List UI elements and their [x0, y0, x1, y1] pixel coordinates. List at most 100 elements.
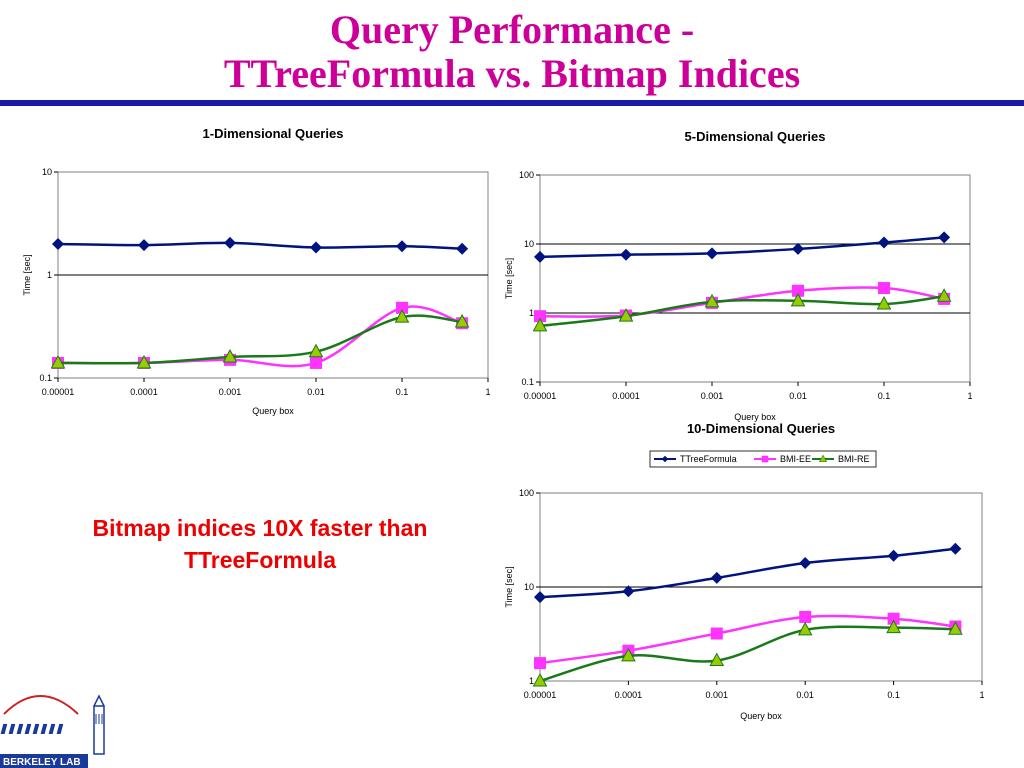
data-point [396, 301, 408, 314]
series-markers-bmi-ee [534, 610, 962, 670]
x-tick-label: 1 [967, 391, 972, 401]
series-markers-bmi-re [532, 288, 952, 332]
data-point [308, 343, 324, 358]
data-point [948, 621, 963, 635]
data-point [532, 317, 548, 332]
plot-area [539, 174, 971, 383]
x-axis-label: Query box [740, 711, 782, 721]
data-point [887, 612, 900, 625]
x-tick-label: 0.0001 [130, 387, 158, 397]
data-point [52, 237, 64, 250]
x-tick-label: 0.0001 [612, 391, 640, 401]
data-point [136, 354, 152, 369]
title-divider [0, 100, 1024, 106]
chart-10-dimensional: 10-Dimensional Queries 1 10 100 0.00001 0.000… [504, 421, 985, 721]
data-point [394, 309, 410, 323]
x-tick-label: 0.1 [878, 391, 891, 401]
logo-text: BERKELEY LAB [3, 757, 81, 768]
x-tick-label: 0.00001 [524, 690, 557, 700]
x-tick-label: 0.001 [706, 690, 729, 700]
data-point [704, 293, 720, 308]
data-point [799, 610, 812, 623]
data-point [886, 619, 901, 634]
data-point [621, 647, 636, 662]
data-point [456, 242, 469, 255]
x-tick-label: 0.01 [307, 387, 325, 397]
data-point [949, 542, 962, 555]
legend: TTreeFormula BMI-EE BMI-RE [649, 450, 877, 468]
data-point [224, 236, 236, 249]
data-point [534, 310, 546, 323]
series-markers-bmi-ee [52, 301, 469, 369]
y-axis-label: Time [sec] [504, 258, 514, 299]
data-point [222, 348, 238, 363]
slide-title-line2: TTreeFormula vs. Bitmap Indices [223, 51, 801, 96]
data-point [710, 627, 723, 640]
callout-line1: Bitmap indices 10X faster than [92, 515, 428, 541]
series-markers-bmi-re [50, 309, 470, 369]
data-point [620, 248, 632, 261]
data-point [532, 672, 548, 687]
data-point [310, 241, 322, 254]
x-axis-label: Query box [252, 406, 294, 416]
data-point [396, 240, 408, 253]
data-point [878, 236, 890, 249]
legend-label: BMI-RE [838, 454, 870, 464]
chart-title: 1-Dimensional Queries [203, 126, 344, 141]
x-tick-label: 1 [979, 690, 984, 700]
data-point [938, 231, 951, 244]
data-point [310, 356, 322, 369]
x-tick-label: 0.1 [396, 387, 409, 397]
legend-label: TTreeFormula [680, 454, 737, 464]
y-axis-label: Time [sec] [504, 566, 514, 607]
slide-title-line1: Query Performance - [329, 7, 695, 52]
y-tick-label: 1 [529, 676, 534, 686]
data-point [790, 292, 806, 307]
data-point [534, 250, 546, 263]
x-tick-label: 0.001 [701, 391, 724, 401]
legend-marker-shape [761, 455, 769, 463]
data-point [50, 354, 66, 369]
y-tick-label: 10 [524, 582, 534, 592]
y-tick-label: 10 [524, 239, 534, 249]
x-tick-label: 0.00001 [42, 387, 75, 397]
data-point [534, 591, 546, 604]
y-tick-label: 1 [47, 270, 52, 280]
x-tick-label: 0.0001 [615, 690, 643, 700]
data-point [887, 549, 900, 562]
data-point [454, 313, 470, 328]
y-tick-label: 1 [529, 308, 534, 318]
x-tick-label: 0.1 [887, 690, 900, 700]
series-line-bmi-re [57, 314, 463, 365]
data-point [792, 284, 804, 297]
legend-marker [818, 454, 828, 463]
y-tick-label: 0.1 [39, 373, 52, 383]
data-point [709, 652, 725, 667]
data-point [876, 295, 892, 310]
series-markers-ttreeformula [534, 231, 951, 263]
berkeley-lab-logo: BERKELEY LAB [0, 694, 105, 768]
chart-1-dimensional: 1-Dimensional Queries 0.1 1 10 0.00001 0.0001… [22, 126, 491, 416]
series-markers-ttreeformula [534, 542, 962, 604]
series-markers-ttreeformula [52, 236, 469, 255]
chart-title: 10-Dimensional Queries [687, 421, 835, 436]
y-tick-label: 100 [519, 170, 534, 180]
x-tick-label: 0.01 [796, 690, 814, 700]
data-point [706, 247, 718, 260]
data-point [710, 571, 723, 584]
data-point [618, 308, 634, 322]
y-tick-label: 10 [42, 167, 52, 177]
legend-marker-shape [818, 454, 828, 463]
data-point [792, 242, 804, 255]
callout-line2: TTreeFormula [183, 547, 337, 573]
data-point [797, 621, 813, 636]
series-markers-bmi-re [532, 619, 963, 687]
legend-marker [761, 455, 769, 463]
data-point [534, 657, 546, 670]
x-tick-label: 0.00001 [524, 391, 557, 401]
y-tick-label: 100 [519, 488, 534, 498]
data-point [799, 557, 812, 570]
x-tick-label: 0.01 [789, 391, 807, 401]
data-point [622, 585, 635, 598]
x-tick-label: 0.001 [219, 387, 242, 397]
